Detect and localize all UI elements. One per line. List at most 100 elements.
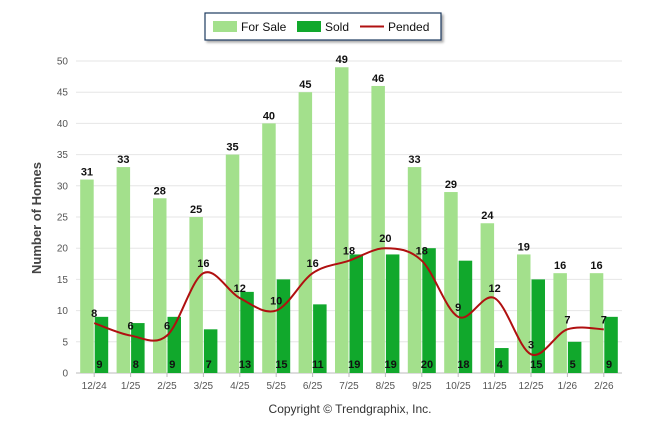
label-for-sale: 28 <box>154 185 166 197</box>
x-tick-label: 2/26 <box>594 381 614 392</box>
bar-sold <box>604 316 618 373</box>
label-for-sale: 33 <box>408 154 420 166</box>
label-pended: 18 <box>343 246 355 258</box>
x-tick-label: 5/25 <box>266 381 286 392</box>
x-tick-label: 3/25 <box>194 381 214 392</box>
bar-for-sale <box>262 123 276 374</box>
copyright-text: Copyright © Trendgraphix, Inc. <box>269 402 432 416</box>
legend-label-for-sale: For Sale <box>241 20 287 34</box>
legend-swatch-sold <box>297 21 321 32</box>
legend-swatch-for-sale <box>213 21 237 32</box>
y-axis-title: Number of Homes <box>29 162 44 274</box>
label-for-sale: 31 <box>81 167 93 179</box>
label-sold: 8 <box>133 359 139 371</box>
label-sold: 19 <box>385 359 397 371</box>
label-sold: 15 <box>530 359 542 371</box>
bar-sold <box>349 254 363 373</box>
y-tick-label: 5 <box>62 337 68 348</box>
y-tick-label: 20 <box>57 244 69 255</box>
label-sold: 5 <box>570 359 576 371</box>
label-for-sale: 29 <box>445 179 457 191</box>
bar-sold <box>203 329 218 373</box>
x-tick-label: 6/25 <box>303 381 323 392</box>
bar-for-sale <box>335 67 349 374</box>
label-pended: 7 <box>601 314 607 326</box>
bar-for-sale <box>225 154 240 373</box>
x-tick-label: 10/25 <box>446 381 471 392</box>
bar-sold <box>495 348 509 373</box>
legend-label-pended: Pended <box>388 20 429 34</box>
label-sold: 9 <box>606 359 612 371</box>
y-tick-label: 40 <box>57 119 69 130</box>
y-tick-label: 25 <box>57 213 69 224</box>
label-pended: 12 <box>488 283 500 295</box>
x-tick-label: 9/25 <box>412 381 432 392</box>
y-tick-label: 30 <box>57 181 69 192</box>
legend: For Sale Sold Pended <box>204 12 442 41</box>
label-for-sale: 45 <box>299 79 311 91</box>
bar-for-sale <box>116 167 131 373</box>
legend-label-sold: Sold <box>325 20 349 34</box>
label-for-sale: 35 <box>226 142 238 154</box>
label-for-sale: 19 <box>518 241 530 253</box>
label-for-sale: 40 <box>263 110 275 122</box>
y-tick-label: 50 <box>57 57 69 68</box>
x-tick-label: 11/25 <box>482 381 507 392</box>
label-pended: 18 <box>416 246 428 258</box>
label-pended: 7 <box>564 314 570 326</box>
y-axis: 0 5 10 15 20 25 30 35 40 45 50 <box>57 57 69 380</box>
label-pended: 10 <box>270 296 282 308</box>
label-pended: 6 <box>164 321 170 333</box>
label-for-sale: 24 <box>481 210 494 222</box>
x-tick-label: 7/25 <box>339 381 359 392</box>
bar-sold <box>94 316 109 373</box>
pended-line-group <box>93 247 604 356</box>
label-pended: 12 <box>234 283 246 295</box>
label-for-sale: 25 <box>190 204 202 216</box>
label-sold: 9 <box>96 359 102 371</box>
y-tick-label: 45 <box>57 88 69 99</box>
label-pended: 16 <box>306 258 318 270</box>
bar-sold <box>567 341 582 373</box>
x-tick-label: 2/25 <box>157 381 177 392</box>
legend-box <box>204 12 442 41</box>
label-for-sale: 16 <box>590 260 602 272</box>
label-sold: 9 <box>169 359 175 371</box>
bar-sold <box>385 254 400 373</box>
label-for-sale: 46 <box>372 73 384 85</box>
label-for-sale: 16 <box>554 260 566 272</box>
bar-for-sale <box>407 167 422 373</box>
bar-for-sale <box>153 198 167 373</box>
value-labels: 3193382892573513401545114919461933202918… <box>81 54 612 371</box>
bar-sold <box>313 304 327 373</box>
y-tick-label: 0 <box>62 369 68 380</box>
bars <box>80 67 618 374</box>
x-tick-label: 12/24 <box>82 381 107 392</box>
bar-for-sale <box>589 273 604 373</box>
label-pended: 9 <box>455 302 461 314</box>
x-tick-label: 4/25 <box>230 381 250 392</box>
y-tick-label: 10 <box>57 306 69 317</box>
bar-for-sale <box>553 273 567 373</box>
bar-for-sale <box>189 217 203 373</box>
bar-for-sale <box>298 92 313 373</box>
label-sold: 19 <box>348 359 360 371</box>
bar-for-sale <box>371 85 385 374</box>
bar-sold <box>531 279 545 373</box>
pended-line <box>93 247 604 356</box>
x-tick-label: 1/25 <box>121 381 141 392</box>
x-tick-label: 1/26 <box>558 381 578 392</box>
bar-for-sale <box>517 254 531 373</box>
label-for-sale: 49 <box>336 54 348 66</box>
label-for-sale: 33 <box>117 154 129 166</box>
label-pended: 3 <box>528 339 534 351</box>
label-sold: 13 <box>239 359 251 371</box>
label-sold: 18 <box>457 359 469 371</box>
x-axis: 12/24 1/25 2/25 3/25 4/25 5/25 6/25 7/25 8/25 9/2… <box>82 373 614 392</box>
x-tick-label: 8/25 <box>376 381 396 392</box>
bar-for-sale <box>80 179 94 373</box>
label-pended: 8 <box>91 308 97 320</box>
label-sold: 15 <box>275 359 287 371</box>
bar-for-sale <box>444 192 458 373</box>
label-sold: 4 <box>497 359 504 371</box>
